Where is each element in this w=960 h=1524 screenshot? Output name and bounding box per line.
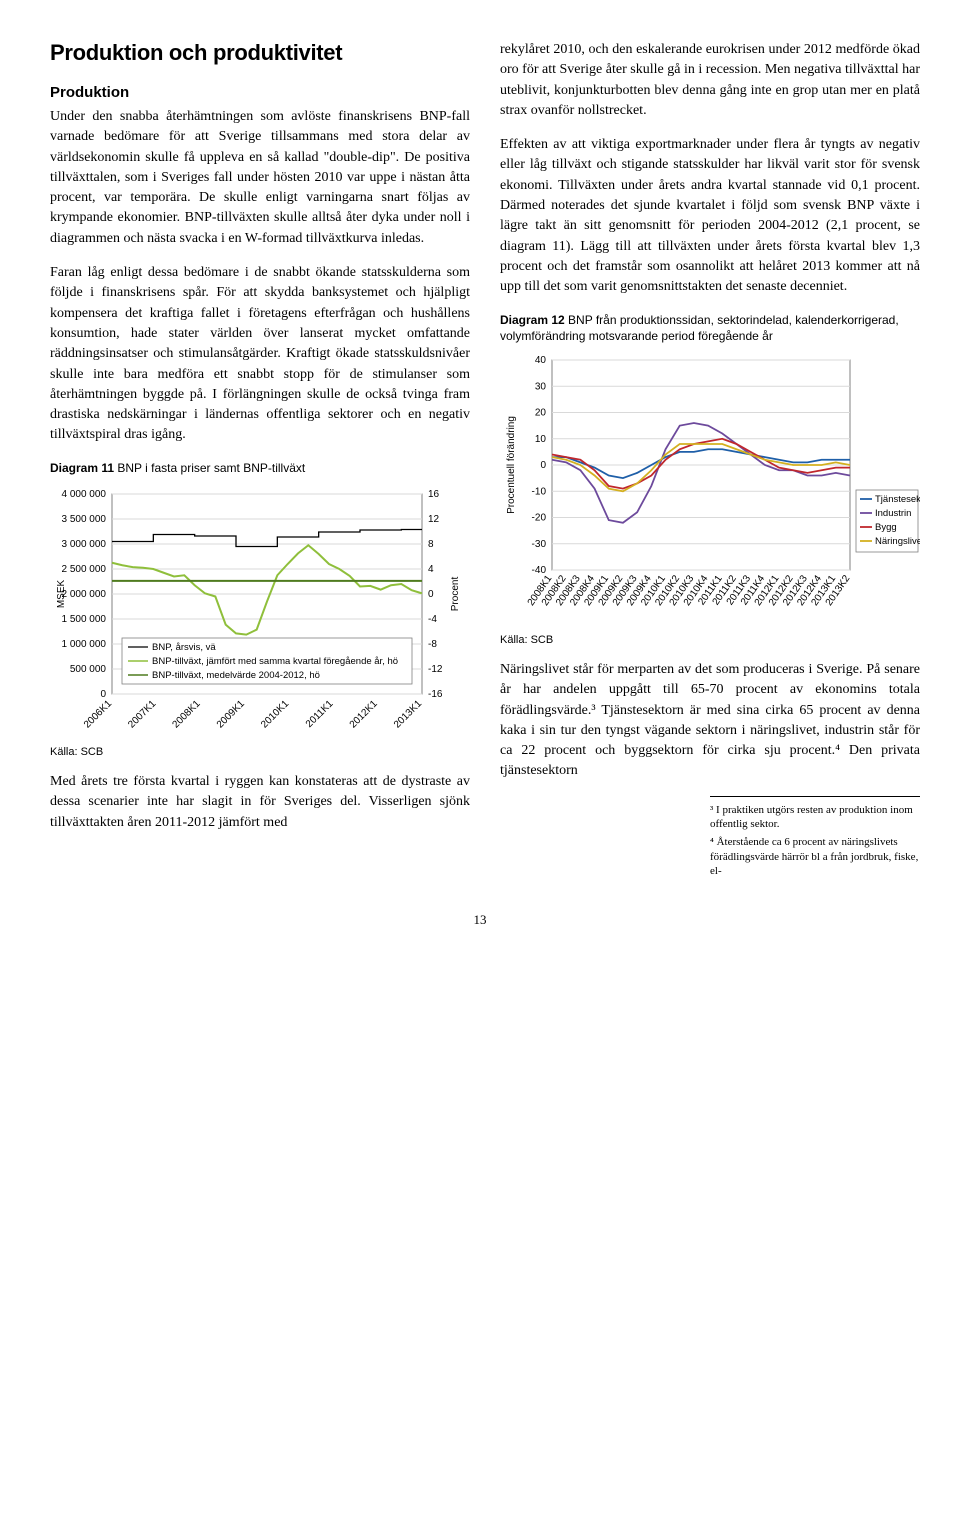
- chart-12-source: Källa: SCB: [500, 634, 920, 646]
- chart-12: -40-30-20-100102030402008K12008K22008K32…: [500, 350, 920, 630]
- svg-text:2012K1: 2012K1: [348, 698, 380, 730]
- left-column: Produktion och produktivitet Produktion …: [50, 40, 470, 882]
- svg-text:8: 8: [428, 539, 434, 550]
- svg-text:-20: -20: [532, 512, 547, 523]
- chart-12-caption: Diagram 12 BNP från produktionssidan, se…: [500, 312, 920, 344]
- chart-11-source: Källa: SCB: [50, 746, 470, 758]
- svg-text:-10: -10: [532, 486, 547, 497]
- footnotes: ³ I praktiken utgörs resten av produktio…: [710, 796, 920, 878]
- svg-text:2 500 000: 2 500 000: [62, 564, 107, 575]
- svg-text:0: 0: [540, 460, 546, 471]
- svg-text:Procent: Procent: [450, 576, 461, 611]
- paragraph: Effekten av att viktiga exportmarknader …: [500, 135, 920, 297]
- svg-text:1 000 000: 1 000 000: [62, 639, 107, 650]
- svg-text:3 000 000: 3 000 000: [62, 539, 107, 550]
- svg-text:16: 16: [428, 489, 440, 500]
- svg-text:2006K1: 2006K1: [82, 698, 114, 730]
- svg-text:2011K1: 2011K1: [304, 698, 336, 730]
- svg-text:2007K1: 2007K1: [126, 698, 158, 730]
- svg-text:BNP, årsvis, vä: BNP, årsvis, vä: [152, 642, 216, 653]
- svg-text:30: 30: [535, 381, 547, 392]
- chart-11: 0 500 000 1 000 000 1 500 000 2 000 000 2 500…: [50, 482, 470, 742]
- footnote: ³ I praktiken utgörs resten av produktio…: [710, 803, 920, 832]
- footnote: ⁴ Återstående ca 6 procent av näringsliv…: [710, 835, 920, 878]
- svg-text:10: 10: [535, 434, 547, 445]
- svg-text:2 000 000: 2 000 000: [62, 589, 107, 600]
- svg-text:2013K1: 2013K1: [392, 698, 424, 730]
- page-title: Produktion och produktivitet: [50, 40, 470, 66]
- svg-text:-12: -12: [428, 664, 443, 675]
- paragraph: Med årets tre första kvartal i ryggen ka…: [50, 772, 470, 833]
- svg-text:MSEK: MSEK: [56, 579, 67, 608]
- svg-text:3 500 000: 3 500 000: [62, 514, 107, 525]
- svg-text:40: 40: [535, 355, 547, 366]
- svg-text:4 000 000: 4 000 000: [62, 489, 107, 500]
- svg-text:Tjänstesektorn: Tjänstesektorn: [875, 494, 920, 505]
- svg-text:BNP-tillväxt, jämfört med samm: BNP-tillväxt, jämfört med samma kvartal …: [152, 656, 398, 667]
- svg-text:1 500 000: 1 500 000: [62, 614, 107, 625]
- svg-text:2010K1: 2010K1: [259, 698, 291, 730]
- right-column: rekylåret 2010, och den eskalerande euro…: [500, 40, 920, 882]
- paragraph: Under den snabba återhämtningen som avlö…: [50, 107, 470, 249]
- chart-11-caption: Diagram 11 BNP i fasta priser samt BNP-t…: [50, 460, 470, 476]
- two-column-layout: Produktion och produktivitet Produktion …: [50, 40, 910, 882]
- svg-text:12: 12: [428, 514, 440, 525]
- svg-text:2008K1: 2008K1: [171, 698, 203, 730]
- svg-text:Bygg: Bygg: [875, 522, 897, 533]
- paragraph: Faran låg enligt dessa bedömare i de sna…: [50, 263, 470, 446]
- svg-text:BNP-tillväxt, medelvärde 2004-: BNP-tillväxt, medelvärde 2004-2012, hö: [152, 670, 320, 681]
- paragraph: rekylåret 2010, och den eskalerande euro…: [500, 40, 920, 121]
- svg-text:-4: -4: [428, 614, 437, 625]
- svg-text:-30: -30: [532, 539, 547, 550]
- svg-text:-8: -8: [428, 639, 437, 650]
- svg-text:Procentuell förändring: Procentuell förändring: [506, 416, 517, 514]
- svg-text:-16: -16: [428, 689, 443, 700]
- svg-text:2009K1: 2009K1: [215, 698, 247, 730]
- svg-text:Näringslivet: Näringslivet: [875, 536, 920, 547]
- subheading: Produktion: [50, 84, 470, 101]
- paragraph: Näringslivet står för merparten av det s…: [500, 660, 920, 782]
- svg-text:500 000: 500 000: [70, 664, 107, 675]
- page-number: 13: [50, 912, 910, 928]
- svg-text:20: 20: [535, 407, 547, 418]
- svg-text:Industrin: Industrin: [875, 508, 911, 519]
- svg-text:0: 0: [428, 589, 434, 600]
- svg-text:4: 4: [428, 564, 434, 575]
